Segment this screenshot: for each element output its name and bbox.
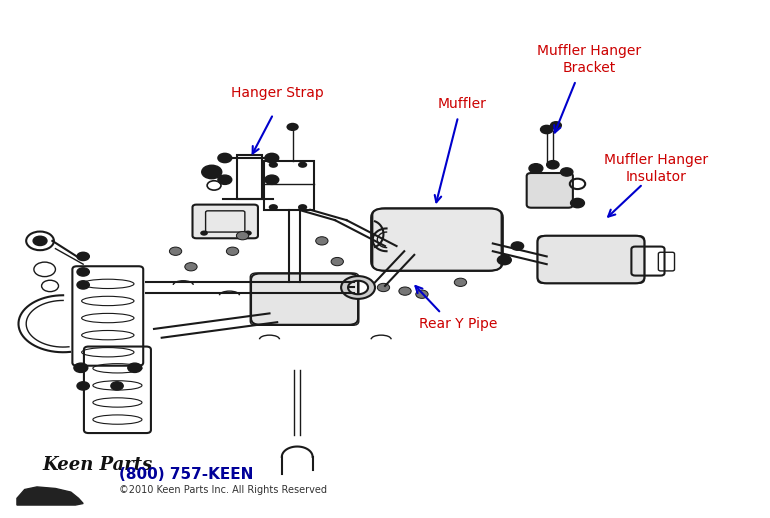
Circle shape (298, 204, 307, 210)
Circle shape (218, 175, 232, 184)
Circle shape (416, 290, 428, 298)
Text: Keen Parts: Keen Parts (42, 456, 152, 474)
Bar (237, 155, 262, 199)
FancyBboxPatch shape (192, 205, 258, 238)
Circle shape (74, 363, 88, 372)
Circle shape (202, 165, 222, 179)
Text: ©2010 Keen Parts Inc. All Rights Reserved: ©2010 Keen Parts Inc. All Rights Reserve… (119, 485, 327, 495)
FancyBboxPatch shape (251, 274, 358, 325)
Circle shape (265, 153, 279, 163)
Circle shape (497, 255, 511, 265)
Text: Muffler Hanger
Insulator: Muffler Hanger Insulator (604, 153, 708, 184)
Circle shape (265, 175, 279, 184)
Circle shape (541, 125, 553, 134)
Circle shape (298, 162, 307, 168)
Circle shape (377, 283, 390, 292)
Circle shape (200, 231, 208, 236)
Circle shape (33, 236, 47, 246)
Circle shape (547, 161, 559, 169)
Circle shape (128, 363, 142, 372)
Circle shape (551, 122, 561, 129)
Circle shape (561, 168, 573, 176)
Circle shape (77, 252, 89, 261)
Text: Muffler: Muffler (437, 96, 487, 111)
Polygon shape (17, 487, 83, 505)
Text: Rear Y Pipe: Rear Y Pipe (419, 316, 497, 331)
Circle shape (77, 382, 89, 390)
Circle shape (571, 198, 584, 208)
Circle shape (169, 247, 182, 255)
FancyBboxPatch shape (371, 208, 503, 271)
Text: (800) 757-KEEN: (800) 757-KEEN (119, 467, 254, 482)
Bar (264, 161, 314, 210)
Circle shape (269, 162, 278, 168)
Circle shape (226, 247, 239, 255)
Circle shape (454, 278, 467, 286)
Circle shape (77, 281, 89, 289)
FancyBboxPatch shape (527, 173, 573, 208)
Text: Hanger Strap: Hanger Strap (231, 86, 323, 100)
Circle shape (331, 257, 343, 266)
FancyBboxPatch shape (537, 236, 644, 283)
Circle shape (286, 123, 299, 131)
Circle shape (511, 242, 524, 250)
Circle shape (77, 268, 89, 276)
Circle shape (399, 287, 411, 295)
Circle shape (529, 164, 543, 173)
Circle shape (218, 153, 232, 163)
Text: Muffler Hanger
Bracket: Muffler Hanger Bracket (537, 44, 641, 75)
Circle shape (244, 231, 252, 236)
Circle shape (185, 263, 197, 271)
Circle shape (316, 237, 328, 245)
Circle shape (111, 382, 123, 390)
Circle shape (236, 232, 249, 240)
Circle shape (269, 204, 278, 210)
